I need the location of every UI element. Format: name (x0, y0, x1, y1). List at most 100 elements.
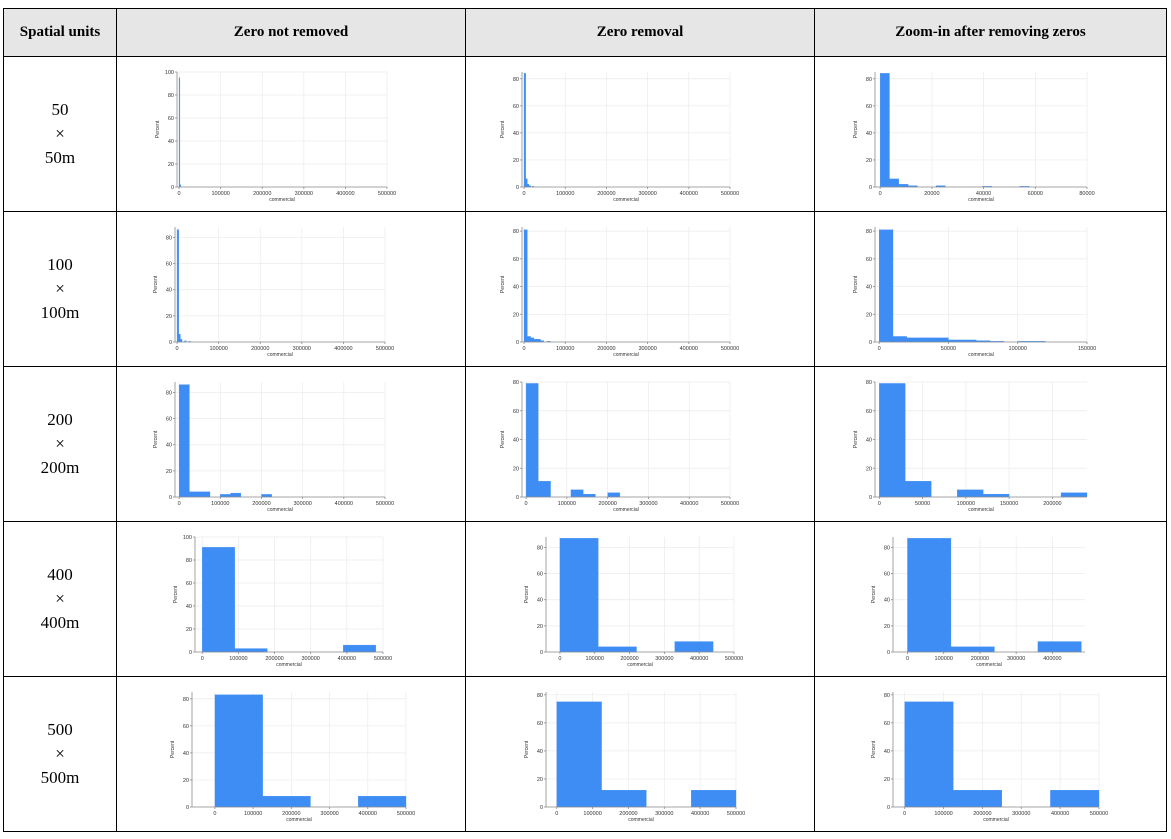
y-tick-label: 80 (884, 545, 890, 551)
y-tick-label: 40 (866, 438, 872, 444)
unit-bottom: 200m (40, 458, 80, 477)
y-tick-label: 20 (537, 624, 543, 630)
x-tick-label: 300000 (638, 346, 656, 352)
histogram-bar (537, 339, 541, 343)
x-tick-label: 0 (201, 656, 204, 662)
x-tick-label: 500000 (378, 191, 396, 197)
histogram-bar (898, 184, 909, 188)
y-tick-label: 60 (884, 721, 890, 727)
histogram-bar (904, 701, 954, 808)
y-tick-label: 60 (186, 581, 192, 587)
histogram-bar (176, 229, 179, 343)
y-tick-label: 80 (168, 93, 174, 99)
histogram-cell: 0 20 40 60 80 0 100000 200000 300000 400000 500000… (465, 56, 815, 212)
x-tick-label: 0 (879, 191, 882, 197)
x-tick-label: 500000 (376, 346, 394, 352)
histogram-cell: 0 20 40 60 80 0 100000 200000 300000 400000 500000… (814, 676, 1167, 832)
y-tick-label: 80 (513, 77, 519, 83)
header-zoom-in: Zoom-in after removing zeros (814, 8, 1167, 57)
y-tick-label: 40 (537, 749, 543, 755)
unit-times: × (55, 434, 65, 453)
y-tick-label: 40 (168, 139, 174, 145)
y-tick-label: 20 (166, 314, 172, 320)
histogram-chart: 0 20 40 60 80 0 100000 200000 300000 400000 500000… (871, 692, 1108, 823)
x-tick-label: 0 (213, 811, 216, 817)
x-tick-label: 400000 (680, 501, 698, 507)
x-axis-label: commercial (976, 662, 1002, 668)
x-tick-label: 200000 (252, 501, 270, 507)
x-tick-label: 100000 (1009, 346, 1027, 352)
x-tick-label: 200000 (973, 811, 991, 817)
x-tick-label: 300000 (302, 656, 320, 662)
histogram-chart: 0 20 40 60 80 0 50000 100000 150000 commercial Per… (853, 227, 1096, 358)
histogram-chart: 0 20 40 60 80 0 100000 200000 300000 400000 500000… (500, 227, 739, 358)
y-tick-label: 20 (884, 777, 890, 783)
histogram-bar (358, 796, 407, 808)
histogram-bar (202, 547, 235, 653)
x-tick-label: 200000 (598, 501, 616, 507)
y-tick-label: 80 (166, 235, 172, 241)
histogram-bar (523, 229, 528, 343)
y-tick-label: 40 (513, 285, 519, 291)
x-tick-label: 200000 (265, 656, 283, 662)
y-tick-label: 0 (169, 340, 172, 346)
histogram-bar (601, 790, 647, 808)
y-tick-label: 0 (869, 495, 872, 501)
y-tick-label: 60 (168, 116, 174, 122)
unit-top: 50 (51, 100, 69, 119)
unit-top: 100 (47, 255, 73, 274)
results-table: Spatial units Zero not removed Zero remo… (3, 8, 1167, 832)
histogram-chart: 0 20 40 60 80 0 100000 200000 300000 400000 500000… (153, 227, 394, 358)
histogram-cell: 0 20 40 60 80 0 100000 200000 300000 400000 500000… (116, 211, 466, 367)
y-tick-label: 60 (166, 262, 172, 268)
y-tick-label: 20 (513, 158, 519, 164)
unit-bottom: 400m (40, 613, 80, 632)
x-axis-label: commercial (983, 817, 1009, 823)
x-tick-label: 60000 (1028, 191, 1043, 197)
histogram-bar (953, 790, 1002, 808)
histogram-bar (1050, 790, 1100, 808)
y-tick-label: 20 (183, 778, 189, 784)
histogram-bar (879, 229, 894, 343)
y-tick-label: 40 (884, 749, 890, 755)
x-tick-label: 400000 (1043, 656, 1061, 662)
histogram-bar (559, 538, 599, 653)
x-tick-label: 400000 (1051, 811, 1069, 817)
x-tick-label: 0 (523, 191, 526, 197)
x-tick-label: 300000 (320, 811, 338, 817)
unit-bottom: 500m (40, 768, 80, 787)
x-tick-label: 400000 (334, 346, 352, 352)
x-tick-label: 400000 (691, 811, 709, 817)
y-tick-label: 20 (866, 312, 872, 318)
table-row: 50 × 50m 0 20 40 60 80 100 0 100000 200000 300000… (3, 56, 1167, 212)
y-tick-label: 0 (869, 185, 872, 191)
y-tick-label: 40 (513, 438, 519, 444)
histogram-bar (527, 336, 531, 343)
y-tick-label: 0 (887, 650, 890, 656)
histogram-bar (530, 337, 535, 343)
histogram-bar (906, 337, 921, 343)
histogram-bar (607, 492, 621, 498)
histogram-bar (570, 489, 584, 498)
x-tick-label: 150000 (1078, 346, 1096, 352)
spatial-unit-label: 500 × 500m (3, 676, 117, 832)
x-tick-label: 300000 (638, 191, 656, 197)
y-tick-label: 40 (884, 598, 890, 604)
y-tick-label: 80 (166, 390, 172, 396)
y-axis-label: Percent (153, 275, 159, 293)
histogram-bar (525, 178, 528, 188)
x-axis-label: commercial (613, 507, 639, 513)
x-tick-label: 100000 (558, 501, 576, 507)
x-tick-label: 80000 (1079, 191, 1094, 197)
histogram-bar (889, 178, 899, 188)
histogram-bar (1037, 641, 1082, 653)
x-tick-label: 0 (525, 501, 528, 507)
histogram-bar (189, 491, 200, 498)
unit-times: × (55, 744, 65, 763)
x-tick-label: 100000 (244, 811, 262, 817)
y-axis-label: Percent (853, 430, 859, 448)
y-tick-label: 0 (516, 340, 519, 346)
x-tick-label: 0 (878, 346, 881, 352)
y-tick-label: 0 (887, 805, 890, 811)
y-tick-label: 80 (186, 558, 192, 564)
